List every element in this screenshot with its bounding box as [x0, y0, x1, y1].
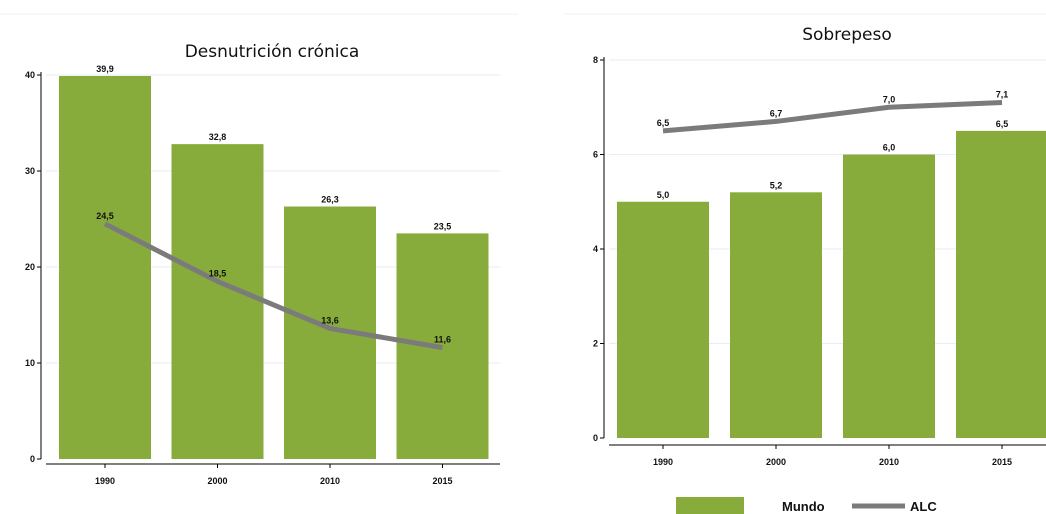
line-series-alc	[103, 221, 443, 351]
bar-series-mundo	[617, 130, 1046, 438]
line-value-label: 11,6	[434, 335, 451, 345]
axes: 0 2 4 6 8 1990 2000 2010 2015	[593, 55, 1046, 467]
line-value-label: 18,5	[209, 268, 227, 278]
legend-swatch-mundo	[676, 497, 744, 514]
x-tick-label: 2000	[766, 457, 786, 467]
bar-value-label: 5,0	[657, 190, 670, 200]
bar-value-label: 26,3	[321, 195, 339, 205]
bar-1990	[617, 201, 709, 438]
bar-value-label: 6,5	[996, 119, 1009, 129]
line-data-labels: 24,5 18,5 13,6 11,6	[96, 211, 451, 345]
line-alc	[662, 100, 1003, 134]
bar-1990	[59, 75, 151, 460]
y-tick-label: 40	[25, 70, 35, 80]
x-tick-label: 1990	[95, 476, 115, 486]
y-tick-label: 0	[593, 433, 598, 443]
x-tick-label: 2000	[207, 476, 227, 486]
y-tick-label: 8	[593, 55, 598, 65]
chart-title: Desnutrición crónica	[185, 42, 360, 62]
bar-value-label: 39,9	[96, 64, 114, 74]
line-value-label: 24,5	[96, 211, 114, 221]
x-tick-label: 2015	[432, 476, 452, 486]
y-tick-label: 0	[30, 454, 35, 464]
y-tick-label: 6	[593, 150, 598, 160]
y-tick-label: 4	[593, 244, 598, 254]
line-value-label: 13,6	[321, 315, 339, 325]
bar-data-labels: 5,0 5,2 6,0 6,5	[657, 119, 1009, 200]
line-value-label: 7,0	[883, 94, 896, 104]
axes: 0 10 20 30 40 1990 2000 2010 2015	[25, 70, 500, 486]
x-tick-label: 2010	[320, 476, 340, 486]
y-tick-label: 30	[25, 166, 35, 176]
bar-value-label: 5,2	[770, 180, 783, 190]
line-alc	[103, 221, 443, 351]
legend-label-alc: ALC	[910, 499, 937, 514]
bar-value-label: 6,0	[883, 143, 896, 153]
y-tick-label: 2	[593, 339, 598, 349]
legend: Mundo ALC	[676, 497, 937, 514]
line-value-label: 7,1	[996, 90, 1009, 100]
x-tick-label: 2010	[879, 457, 899, 467]
legend-label-mundo: Mundo	[782, 499, 825, 514]
bar-2000	[171, 144, 264, 459]
line-data-labels: 6,5 6,7 7,0 7,1	[657, 90, 1009, 128]
line-value-label: 6,7	[770, 108, 783, 118]
x-tick-label: 1990	[653, 457, 673, 467]
chart-title: Sobrepeso	[802, 25, 892, 45]
bar-2015	[956, 130, 1046, 438]
bar-value-label: 23,5	[434, 221, 452, 231]
bar-2010	[843, 154, 935, 438]
x-tick-label: 2015	[992, 457, 1012, 467]
y-tick-label: 10	[25, 358, 35, 368]
chart-sobrepeso: Sobrepeso 5,0 5,2 6,0 6,5 6,5 6,7 7,0 7,1 0 2 4 6…	[593, 25, 1046, 467]
bar-value-label: 32,8	[209, 132, 227, 142]
bar-2000	[730, 192, 822, 438]
line-series-alc	[662, 100, 1003, 134]
bar-data-labels: 39,9 32,8 26,3 23,5	[96, 64, 451, 231]
chart-desnutricion: Desnutrición crónica 39,9 32,8 26,3 23,5 24…	[25, 42, 500, 486]
y-tick-label: 20	[25, 262, 35, 272]
line-value-label: 6,5	[657, 118, 670, 128]
